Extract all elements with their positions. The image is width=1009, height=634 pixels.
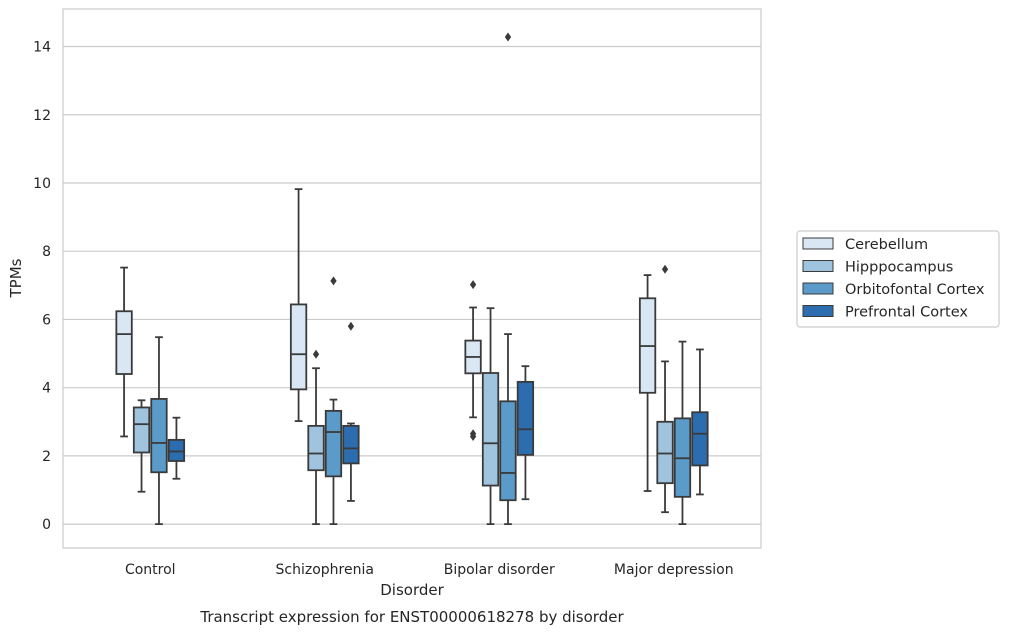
box [499, 400, 517, 502]
box-plot [167, 416, 186, 480]
box [307, 424, 325, 472]
box-plot [132, 399, 151, 493]
box [167, 438, 186, 462]
box [481, 372, 500, 487]
x-tick-label: Schizophrenia [276, 562, 374, 578]
legend-frame [796, 230, 1000, 328]
y-axis-label: TPMs [7, 258, 25, 298]
box [115, 310, 133, 375]
box [324, 409, 343, 478]
box-plot [289, 188, 308, 422]
legend-swatch [802, 282, 834, 295]
chart-title: Transcript expression for ENST0000061827… [199, 608, 624, 626]
y-tick-label: 6 [42, 312, 51, 328]
box-plot [324, 276, 343, 526]
x-tick-label: Control [125, 562, 176, 578]
outlier-point [347, 321, 355, 331]
y-tick-label: 0 [42, 517, 51, 533]
x-axis-label: Disorder [380, 581, 444, 599]
box-plot [691, 348, 709, 496]
y-tick-label: 4 [42, 381, 51, 397]
x-ticks: Control Schizophrenia Bipolar disorder Majo… [125, 562, 734, 578]
grid [63, 45, 761, 525]
legend-label: Hipppocampus [845, 260, 953, 276]
box-plot [307, 349, 325, 526]
legend-label: Orbitofontal Cortex [845, 282, 985, 298]
box-plot [673, 340, 692, 526]
box-plot [481, 307, 500, 526]
box-plot [150, 336, 168, 526]
box-plot [516, 365, 535, 501]
y-tick-label: 2 [42, 449, 51, 465]
legend-swatch [802, 237, 834, 250]
box-plot [499, 32, 517, 526]
x-tick-label: Bipolar disorder [444, 562, 555, 578]
y-tick-label: 10 [33, 176, 51, 192]
legend: Cerebellum Hipppocampus Orbitofontal Corte… [796, 230, 1000, 328]
outlier-point [661, 264, 669, 274]
box-plot [464, 280, 482, 441]
y-tick-label: 14 [33, 40, 51, 56]
box-plot [656, 264, 674, 514]
legend-label: Cerebellum [845, 237, 928, 253]
box-plot [115, 266, 133, 438]
box [289, 303, 308, 391]
box-plot [638, 274, 657, 492]
box [150, 398, 168, 474]
outlier-point [469, 429, 477, 439]
y-tick-label: 12 [33, 108, 51, 124]
outlier-point [504, 32, 512, 42]
box [132, 406, 151, 454]
box [516, 380, 535, 456]
y-ticks: 0 2 4 6 8 10 12 14 [33, 40, 51, 534]
box [656, 420, 674, 485]
box [691, 411, 709, 467]
x-tick-label: Major depression [614, 562, 734, 578]
box-plot [342, 321, 360, 502]
legend-swatch [802, 260, 834, 272]
outlier-point [469, 280, 477, 290]
outlier-point [330, 276, 337, 286]
legend-label: Prefrontal Cortex [845, 305, 968, 321]
outlier-point [312, 349, 320, 359]
plot-frame [62, 8, 762, 549]
boxes [115, 32, 709, 526]
legend-swatch [802, 305, 834, 317]
box [342, 424, 360, 465]
y-tick-label: 8 [42, 244, 51, 260]
